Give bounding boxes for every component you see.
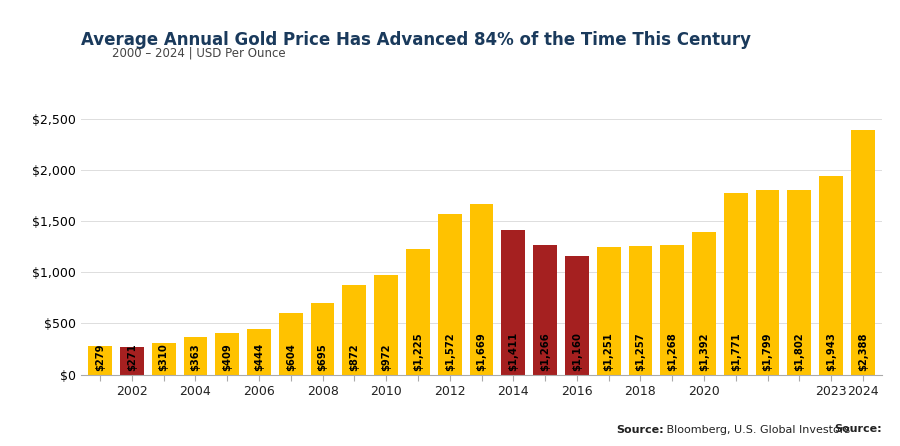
Bar xyxy=(661,245,684,375)
Bar xyxy=(724,193,748,375)
Text: $444: $444 xyxy=(254,342,264,371)
Bar xyxy=(597,247,621,375)
Bar xyxy=(279,313,302,375)
Bar xyxy=(437,214,462,375)
Text: $1,266: $1,266 xyxy=(540,332,550,371)
Text: $1,802: $1,802 xyxy=(795,332,805,371)
Text: $695: $695 xyxy=(318,343,328,371)
Text: $1,669: $1,669 xyxy=(476,332,487,371)
Text: $409: $409 xyxy=(222,343,232,371)
Bar xyxy=(88,346,112,375)
Text: $2,388: $2,388 xyxy=(858,332,868,371)
Bar xyxy=(120,347,144,375)
Bar xyxy=(184,338,207,375)
Text: $1,268: $1,268 xyxy=(667,332,677,371)
Text: $872: $872 xyxy=(349,343,359,371)
Text: Average Annual Gold Price Has Advanced 84% of the Time This Century: Average Annual Gold Price Has Advanced 8… xyxy=(81,31,751,50)
Bar xyxy=(501,230,526,375)
Text: 2000 – 2024 | USD Per Ounce: 2000 – 2024 | USD Per Ounce xyxy=(112,47,286,60)
Text: $1,771: $1,771 xyxy=(731,332,741,371)
Bar xyxy=(533,245,557,375)
Text: $1,572: $1,572 xyxy=(445,332,455,371)
Text: $271: $271 xyxy=(127,343,137,371)
Text: Source:: Source: xyxy=(616,425,664,435)
Text: $310: $310 xyxy=(158,343,168,371)
Text: Bloomberg, U.S. Global Investors: Bloomberg, U.S. Global Investors xyxy=(663,425,850,435)
Text: $1,411: $1,411 xyxy=(508,331,518,371)
Bar xyxy=(851,130,875,375)
Bar xyxy=(342,285,366,375)
Text: $1,799: $1,799 xyxy=(762,332,772,371)
Text: $1,392: $1,392 xyxy=(699,332,709,371)
Bar xyxy=(406,249,430,375)
Bar xyxy=(310,303,335,375)
Text: $1,160: $1,160 xyxy=(572,332,582,371)
Bar xyxy=(374,275,398,375)
Bar xyxy=(692,232,716,375)
Text: $1,943: $1,943 xyxy=(826,332,836,371)
Bar xyxy=(248,329,271,375)
Text: $363: $363 xyxy=(191,343,201,371)
Bar xyxy=(756,190,779,375)
Text: $1,251: $1,251 xyxy=(604,332,614,371)
Bar xyxy=(152,343,176,375)
Text: Source:: Source: xyxy=(834,425,882,434)
Text: $1,225: $1,225 xyxy=(413,332,423,371)
Text: $604: $604 xyxy=(286,343,296,371)
Text: $972: $972 xyxy=(381,343,392,371)
Text: $279: $279 xyxy=(95,343,105,371)
Bar xyxy=(819,176,843,375)
Bar xyxy=(788,190,811,375)
Text: $1,257: $1,257 xyxy=(635,332,645,371)
Bar xyxy=(565,256,589,375)
Bar xyxy=(628,246,652,375)
Bar xyxy=(470,204,493,375)
Bar xyxy=(215,333,239,375)
